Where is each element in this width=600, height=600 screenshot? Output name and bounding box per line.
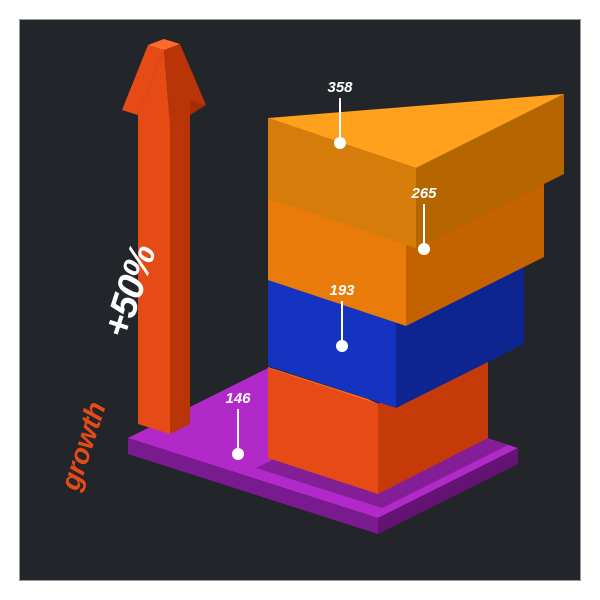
value-193: 193 xyxy=(329,282,355,299)
value-146: 146 xyxy=(225,390,251,407)
chart-frame: +50% growth xyxy=(19,19,581,581)
value-265: 265 xyxy=(410,185,437,202)
growth-chart: +50% growth xyxy=(20,20,580,580)
value-358: 358 xyxy=(327,79,353,96)
growth-label: growth xyxy=(54,398,112,494)
growth-label-group: growth xyxy=(54,398,112,494)
growth-arrow xyxy=(122,39,206,434)
